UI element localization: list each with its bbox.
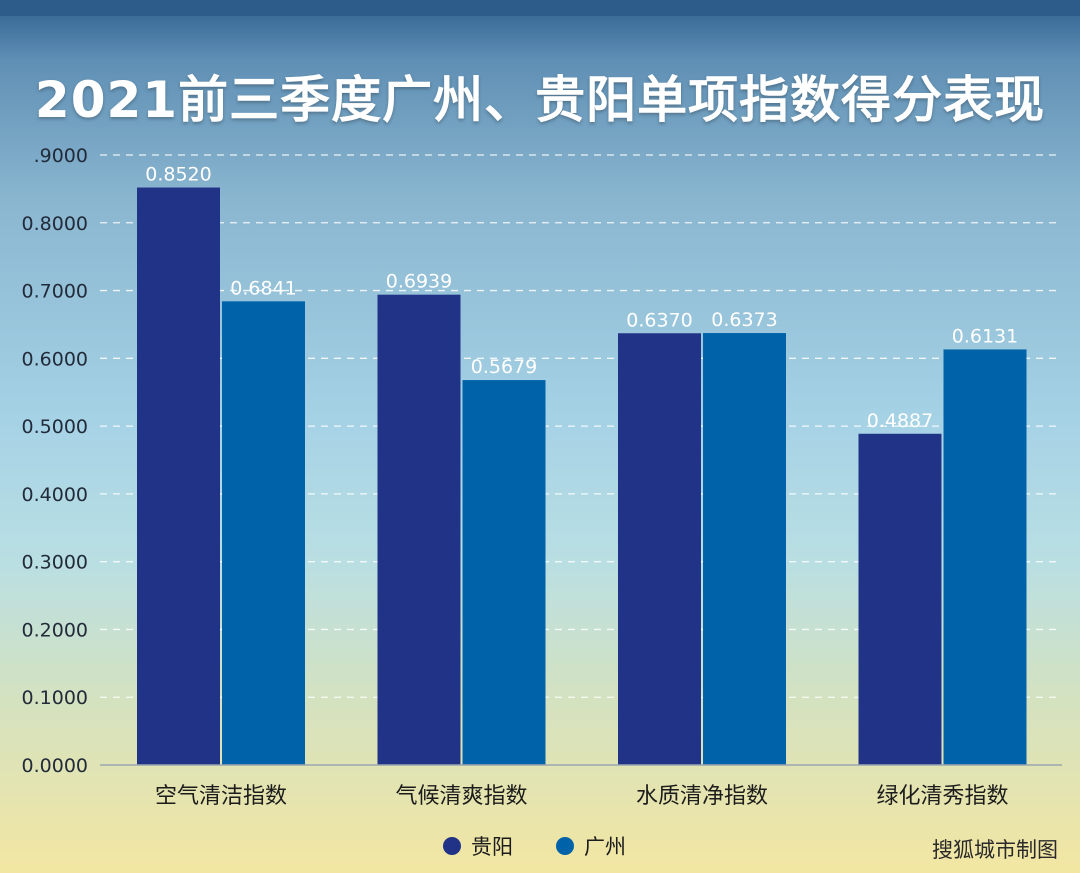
bar — [618, 333, 701, 765]
bar — [462, 380, 546, 765]
data-label: 0.8520 — [145, 164, 211, 186]
bar — [137, 187, 220, 766]
x-tick-label: 气候清爽指数 — [395, 784, 527, 809]
legend-item-guangzhou: 广州 — [556, 828, 626, 864]
data-label: 0.6939 — [386, 271, 452, 293]
bar — [858, 433, 942, 765]
y-tick-label: 0.6000 — [22, 348, 88, 370]
bar — [943, 349, 1027, 765]
data-label: 0.6841 — [230, 277, 296, 299]
y-tick-label: 0.0000 — [22, 755, 88, 777]
top-band — [0, 0, 1080, 16]
chart-title: 2021前三季度广州、贵阳单项指数得分表现 — [34, 71, 1046, 129]
legend: 贵阳 广州 — [0, 828, 1080, 864]
bar — [703, 333, 786, 765]
y-tick-label: .9000 — [34, 145, 88, 167]
data-label: 0.6370 — [626, 309, 692, 331]
x-tick-label: 绿化清秀指数 — [876, 784, 1008, 809]
y-tick-label: 0.7000 — [22, 281, 88, 303]
y-tick-label: 0.3000 — [22, 552, 88, 574]
y-tick-label: 0.4000 — [22, 484, 88, 506]
y-tick-label: 0.2000 — [22, 619, 88, 641]
data-label: 0.6373 — [711, 309, 777, 331]
x-tick-label: 空气清洁指数 — [155, 784, 287, 809]
y-tick-label: 0.1000 — [22, 687, 88, 709]
legend-label-guiyang: 贵阳 — [471, 835, 513, 859]
data-label: 0.6131 — [952, 325, 1018, 347]
bar — [377, 294, 461, 765]
legend-swatch-guiyang — [443, 837, 461, 855]
source-credit: 搜狐城市制图 — [932, 838, 1058, 862]
data-label: 0.4887 — [867, 410, 933, 432]
y-tick-label: 0.8000 — [22, 213, 88, 235]
x-tick-label: 水质清净指数 — [636, 784, 768, 809]
legend-swatch-guangzhou — [556, 837, 574, 855]
legend-item-guiyang: 贵阳 — [443, 828, 513, 864]
legend-label-guangzhou: 广州 — [584, 835, 626, 859]
data-label: 0.5679 — [471, 356, 537, 378]
y-tick-label: 0.5000 — [22, 416, 88, 438]
bar — [222, 301, 305, 765]
